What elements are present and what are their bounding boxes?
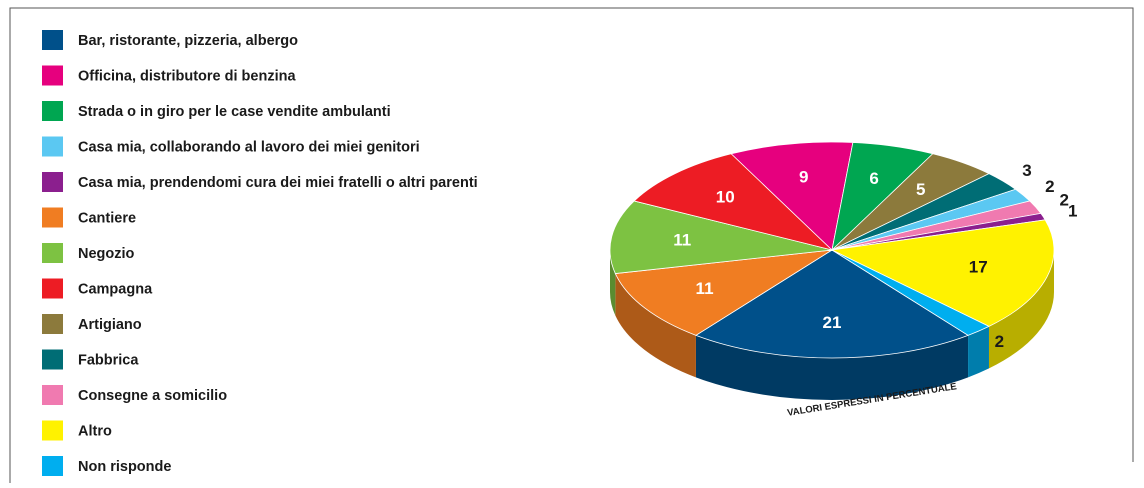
legend-swatch (42, 385, 63, 405)
slice (633, 153, 834, 251)
slice (614, 249, 833, 336)
legend-swatch (42, 30, 63, 50)
legend-label: Altro (78, 423, 112, 439)
slice (830, 219, 1055, 327)
legend-swatch (42, 101, 63, 121)
data-label: 5 (916, 180, 925, 199)
legend-label: Casa mia, prendendomi cura dei miei frat… (78, 175, 478, 191)
data-label: 2 (1045, 177, 1054, 196)
pie-sides (610, 250, 1054, 400)
legend-swatch (42, 278, 63, 299)
legend-label: Artigiano (78, 317, 142, 333)
legend-swatch (42, 243, 63, 263)
legend-swatch (42, 420, 63, 441)
slice-side (610, 250, 616, 316)
slice-side (615, 273, 696, 378)
data-label: 2 (1060, 191, 1069, 210)
legend-swatch (42, 207, 63, 228)
legend-label: Non risponde (78, 459, 171, 475)
slice (730, 141, 854, 251)
legend-swatch (42, 349, 63, 370)
slice (831, 249, 990, 336)
data-label: 11 (696, 279, 714, 298)
legend-label: Negozio (78, 246, 135, 262)
legend-label: Fabbrica (78, 352, 139, 368)
legend-label: Bar, ristorante, pizzeria, albergo (78, 33, 298, 49)
legend-swatch (42, 65, 63, 86)
slice-side (968, 326, 989, 378)
frame (9, 7, 1134, 483)
data-label: 1 (1068, 201, 1077, 220)
slice (609, 200, 833, 274)
data-label: 3 (1022, 161, 1031, 180)
legend-swatch (42, 314, 63, 334)
legend-label: Consegne a somicilio (78, 388, 227, 404)
data-label: 17 (969, 258, 988, 277)
data-label: 10 (716, 188, 735, 207)
legend-label: Cantiere (78, 210, 136, 226)
legend-label: Casa mia, collaborando al lavoro dei mie… (78, 139, 420, 155)
data-label: 2 (995, 332, 1004, 351)
legend-swatch (42, 456, 63, 476)
legend: Bar, ristorante, pizzeria, albergo Offici… (42, 30, 478, 476)
data-label: 6 (869, 169, 878, 188)
slice-side (988, 250, 1054, 369)
legend-label: Strada o in giro per le case vendite amb… (78, 104, 391, 120)
data-label: 11 (673, 230, 691, 249)
legend-swatch (42, 172, 63, 192)
slice-side (695, 335, 969, 400)
slice (695, 249, 969, 359)
data-label: 21 (823, 313, 842, 332)
legend-label: Officina, distributore di benzina (78, 68, 296, 84)
legend-swatch (42, 136, 63, 157)
pie-tops (609, 141, 1055, 359)
legend-label: Campagna (78, 281, 153, 297)
data-label: 9 (799, 167, 808, 186)
